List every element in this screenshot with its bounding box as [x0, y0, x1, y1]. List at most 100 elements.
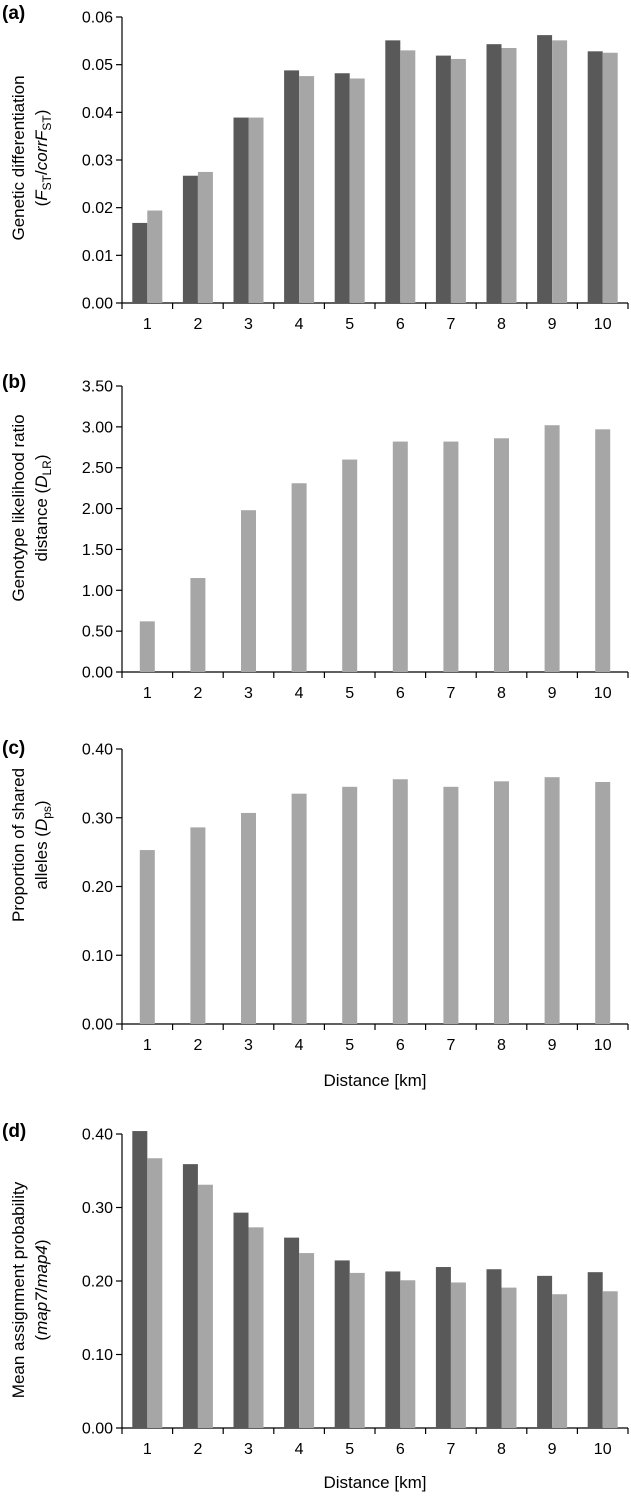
- panel-d-y-tick-label: 0.10: [82, 1347, 113, 1364]
- panel-a-bar: [197, 171, 213, 303]
- panel-a-x-tick-label: 2: [193, 316, 202, 333]
- panel-c-bar: [190, 827, 206, 1024]
- panel-a-bar: [552, 40, 568, 304]
- panel-a-bars: [132, 35, 618, 304]
- panel-d-bar: [284, 1237, 300, 1428]
- panel-d-bar: [147, 1158, 163, 1428]
- panel-b-x-tick-label: 1: [143, 685, 152, 702]
- panel-d-bar: [334, 1260, 350, 1428]
- panel-c-bar: [595, 782, 611, 1024]
- panel-d-x-tick-label: 7: [446, 1441, 455, 1458]
- panel-a-bar: [147, 210, 163, 303]
- panel-d-bar: [552, 1294, 568, 1428]
- panel-a-bar: [385, 40, 401, 304]
- panel-a-bar: [233, 117, 249, 304]
- panel-a-x-tick-label: 1: [143, 316, 152, 333]
- panel-d-bar: [385, 1271, 401, 1428]
- panel-c-bar: [494, 781, 509, 1024]
- panel-d-bar: [501, 1287, 517, 1428]
- panel-c-bar: [392, 779, 408, 1024]
- panel-a-bar: [349, 78, 365, 304]
- panel-d-bar: [602, 1291, 618, 1428]
- panel-a-bar: [299, 76, 315, 304]
- panel-a-bar: [400, 50, 416, 303]
- panel-c-y-tick-label: 0.30: [82, 810, 113, 827]
- panel-a-x-tick-label: 10: [594, 316, 612, 333]
- panel-a-bar: [501, 47, 517, 303]
- panel-b-bar: [392, 441, 408, 672]
- panel-a-x-tick-label: 7: [446, 316, 455, 333]
- panel-c-label: (c): [2, 738, 25, 759]
- panel-b-bar: [595, 429, 611, 672]
- panel-b-bars: [139, 425, 611, 672]
- panel-d-x-tick-label: 3: [244, 1441, 253, 1458]
- panel-d-ylabel-line1: Mean assignment probability: [9, 1181, 28, 1398]
- panel-b-y-tick-label: 3.00: [82, 419, 113, 436]
- panel-d-bars: [132, 1131, 618, 1428]
- panel-c-x-tick-label: 2: [193, 1037, 202, 1054]
- panel-a-bar: [602, 52, 618, 303]
- panel-c-bar: [139, 850, 155, 1024]
- panel-b-y-tick-label: 0.50: [82, 624, 113, 641]
- panel-b-y-tick-label: 1.50: [82, 542, 113, 559]
- panel-a-bar: [182, 175, 198, 303]
- panel-b-y-tick-label: 1.00: [82, 583, 113, 600]
- panel-a-y-tick-label: 0.06: [82, 10, 113, 27]
- panel-d-bar: [233, 1212, 249, 1428]
- panel-c-x-tick-label: 8: [497, 1037, 506, 1054]
- panel-d-x-tick-label: 5: [345, 1441, 354, 1458]
- panel-c-bar: [342, 786, 358, 1024]
- panel-b-label: (b): [2, 372, 26, 393]
- panel-b-ylabel-line1: Genotype likelihood ratio: [9, 414, 28, 601]
- panel-c-x-tick-label: 1: [143, 1037, 152, 1054]
- panel-a-x-tick-label: 5: [345, 316, 354, 333]
- panel-d-bar: [450, 1282, 466, 1428]
- panel-a-bar: [486, 44, 502, 304]
- panel-c-x-tick-label: 6: [396, 1037, 405, 1054]
- panel-b-bar: [190, 578, 206, 672]
- panel-a-label: (a): [2, 3, 25, 24]
- panel-a-bar: [334, 73, 350, 303]
- panel-c-bar: [544, 777, 560, 1024]
- panel-a-y-tick-label: 0.01: [82, 248, 113, 265]
- panel-b-y-tick-label: 2.00: [82, 501, 113, 518]
- panel-c-x-tick-label: 9: [548, 1037, 557, 1054]
- panel-b-x-tick-label: 10: [594, 685, 612, 702]
- panel-d-bar: [197, 1184, 213, 1428]
- panel-d-bar: [132, 1131, 148, 1428]
- panel-c-axes: 0.00 0.10 0.20 0.30 0.40 1 2 3 4 5 6 7 8 9 10: [82, 742, 629, 1054]
- panel-c-y-tick-label: 0.40: [82, 742, 113, 759]
- panel-b-y-tick-label: 2.50: [82, 460, 113, 477]
- panel-b: (b) Genotype likelihood ratio distance (…: [2, 372, 629, 702]
- panel-b-x-tick-label: 4: [295, 685, 304, 702]
- panel-d-bar: [537, 1275, 553, 1428]
- panel-a-bar: [284, 70, 300, 304]
- panel-c-bar: [443, 786, 459, 1024]
- panel-b-y-tick-label: 0.00: [82, 665, 113, 682]
- panel-b-bar: [241, 510, 256, 672]
- panel-d-x-tick-label: 8: [497, 1441, 506, 1458]
- panel-b-axes: 0.00 0.50 1.00 1.50 2.00 2.50 3.00 3.50 1 2 3 4 5 6 7 8…: [82, 379, 629, 702]
- panel-c-x-tick-label: 5: [345, 1037, 354, 1054]
- panel-d-bar: [299, 1253, 315, 1428]
- panel-c-ylabel-line1: Proportion of shared: [9, 768, 28, 922]
- panel-a-y-tick-label: 0.02: [82, 200, 113, 217]
- panel-c: (c) Proportion of shared alleles (Dps) D…: [2, 738, 629, 1090]
- panel-c-x-tick-label: 3: [244, 1037, 253, 1054]
- panel-c-y-tick-label: 0.10: [82, 948, 113, 965]
- panel-c-x-tick-label: 10: [594, 1037, 612, 1054]
- panel-a-bar: [587, 51, 603, 303]
- panel-a-bar: [435, 55, 451, 303]
- panel-d-bar: [400, 1280, 416, 1428]
- panel-c-xlabel: Distance [km]: [324, 1071, 427, 1090]
- panel-a-y-tick-label: 0.04: [82, 105, 113, 122]
- panel-c-bars: [139, 777, 611, 1024]
- panel-d-x-tick-label: 1: [143, 1441, 152, 1458]
- panel-d-y-tick-label: 0.20: [82, 1274, 113, 1291]
- panel-d-ylabel-line2: (map7/map4): [32, 1239, 51, 1340]
- panel-d-y-tick-label: 0.00: [82, 1421, 113, 1438]
- panel-b-x-tick-label: 8: [497, 685, 506, 702]
- panel-d-x-tick-label: 10: [594, 1441, 612, 1458]
- panel-d-bar: [349, 1272, 365, 1428]
